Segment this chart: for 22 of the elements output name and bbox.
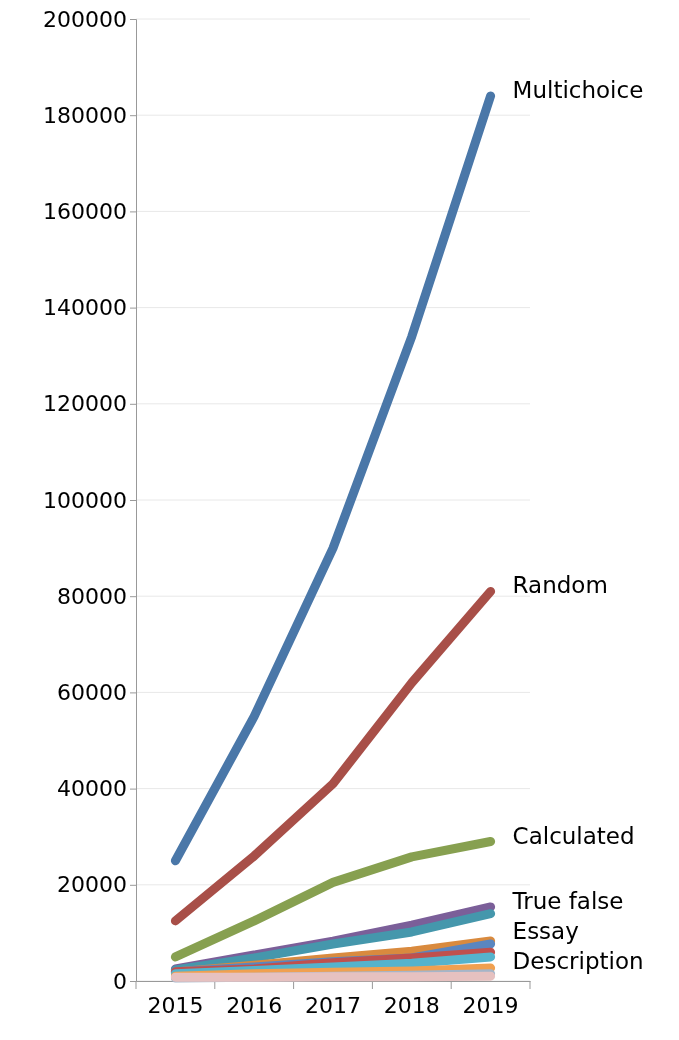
series-label: Calculated <box>512 822 635 849</box>
y-tick-label: 0 <box>113 968 127 994</box>
y-tick-label: 80000 <box>57 583 127 609</box>
y-tick-label: 180000 <box>43 102 127 128</box>
y-tick-label: 20000 <box>57 872 127 898</box>
x-tick-label: 2016 <box>226 992 283 1018</box>
x-tick-label: 2019 <box>462 992 519 1018</box>
x-tick-label: 2015 <box>147 992 204 1018</box>
series-label: True false <box>511 887 624 914</box>
y-tick-label: 40000 <box>57 776 127 802</box>
series-label: Multichoice <box>512 77 644 104</box>
y-tick-label: 120000 <box>43 391 127 417</box>
series-label: Essay <box>512 917 579 944</box>
x-tick-label: 2018 <box>383 992 440 1018</box>
y-tick-label: 140000 <box>43 295 127 321</box>
series-label: Description <box>512 947 644 974</box>
x-tick-label: 2017 <box>305 992 361 1018</box>
y-tick-label: 60000 <box>57 679 127 705</box>
y-tick-label: 200000 <box>43 6 127 32</box>
y-tick-label: 160000 <box>43 198 127 224</box>
y-tick-label: 100000 <box>43 487 127 513</box>
series-label: Random <box>512 572 608 599</box>
